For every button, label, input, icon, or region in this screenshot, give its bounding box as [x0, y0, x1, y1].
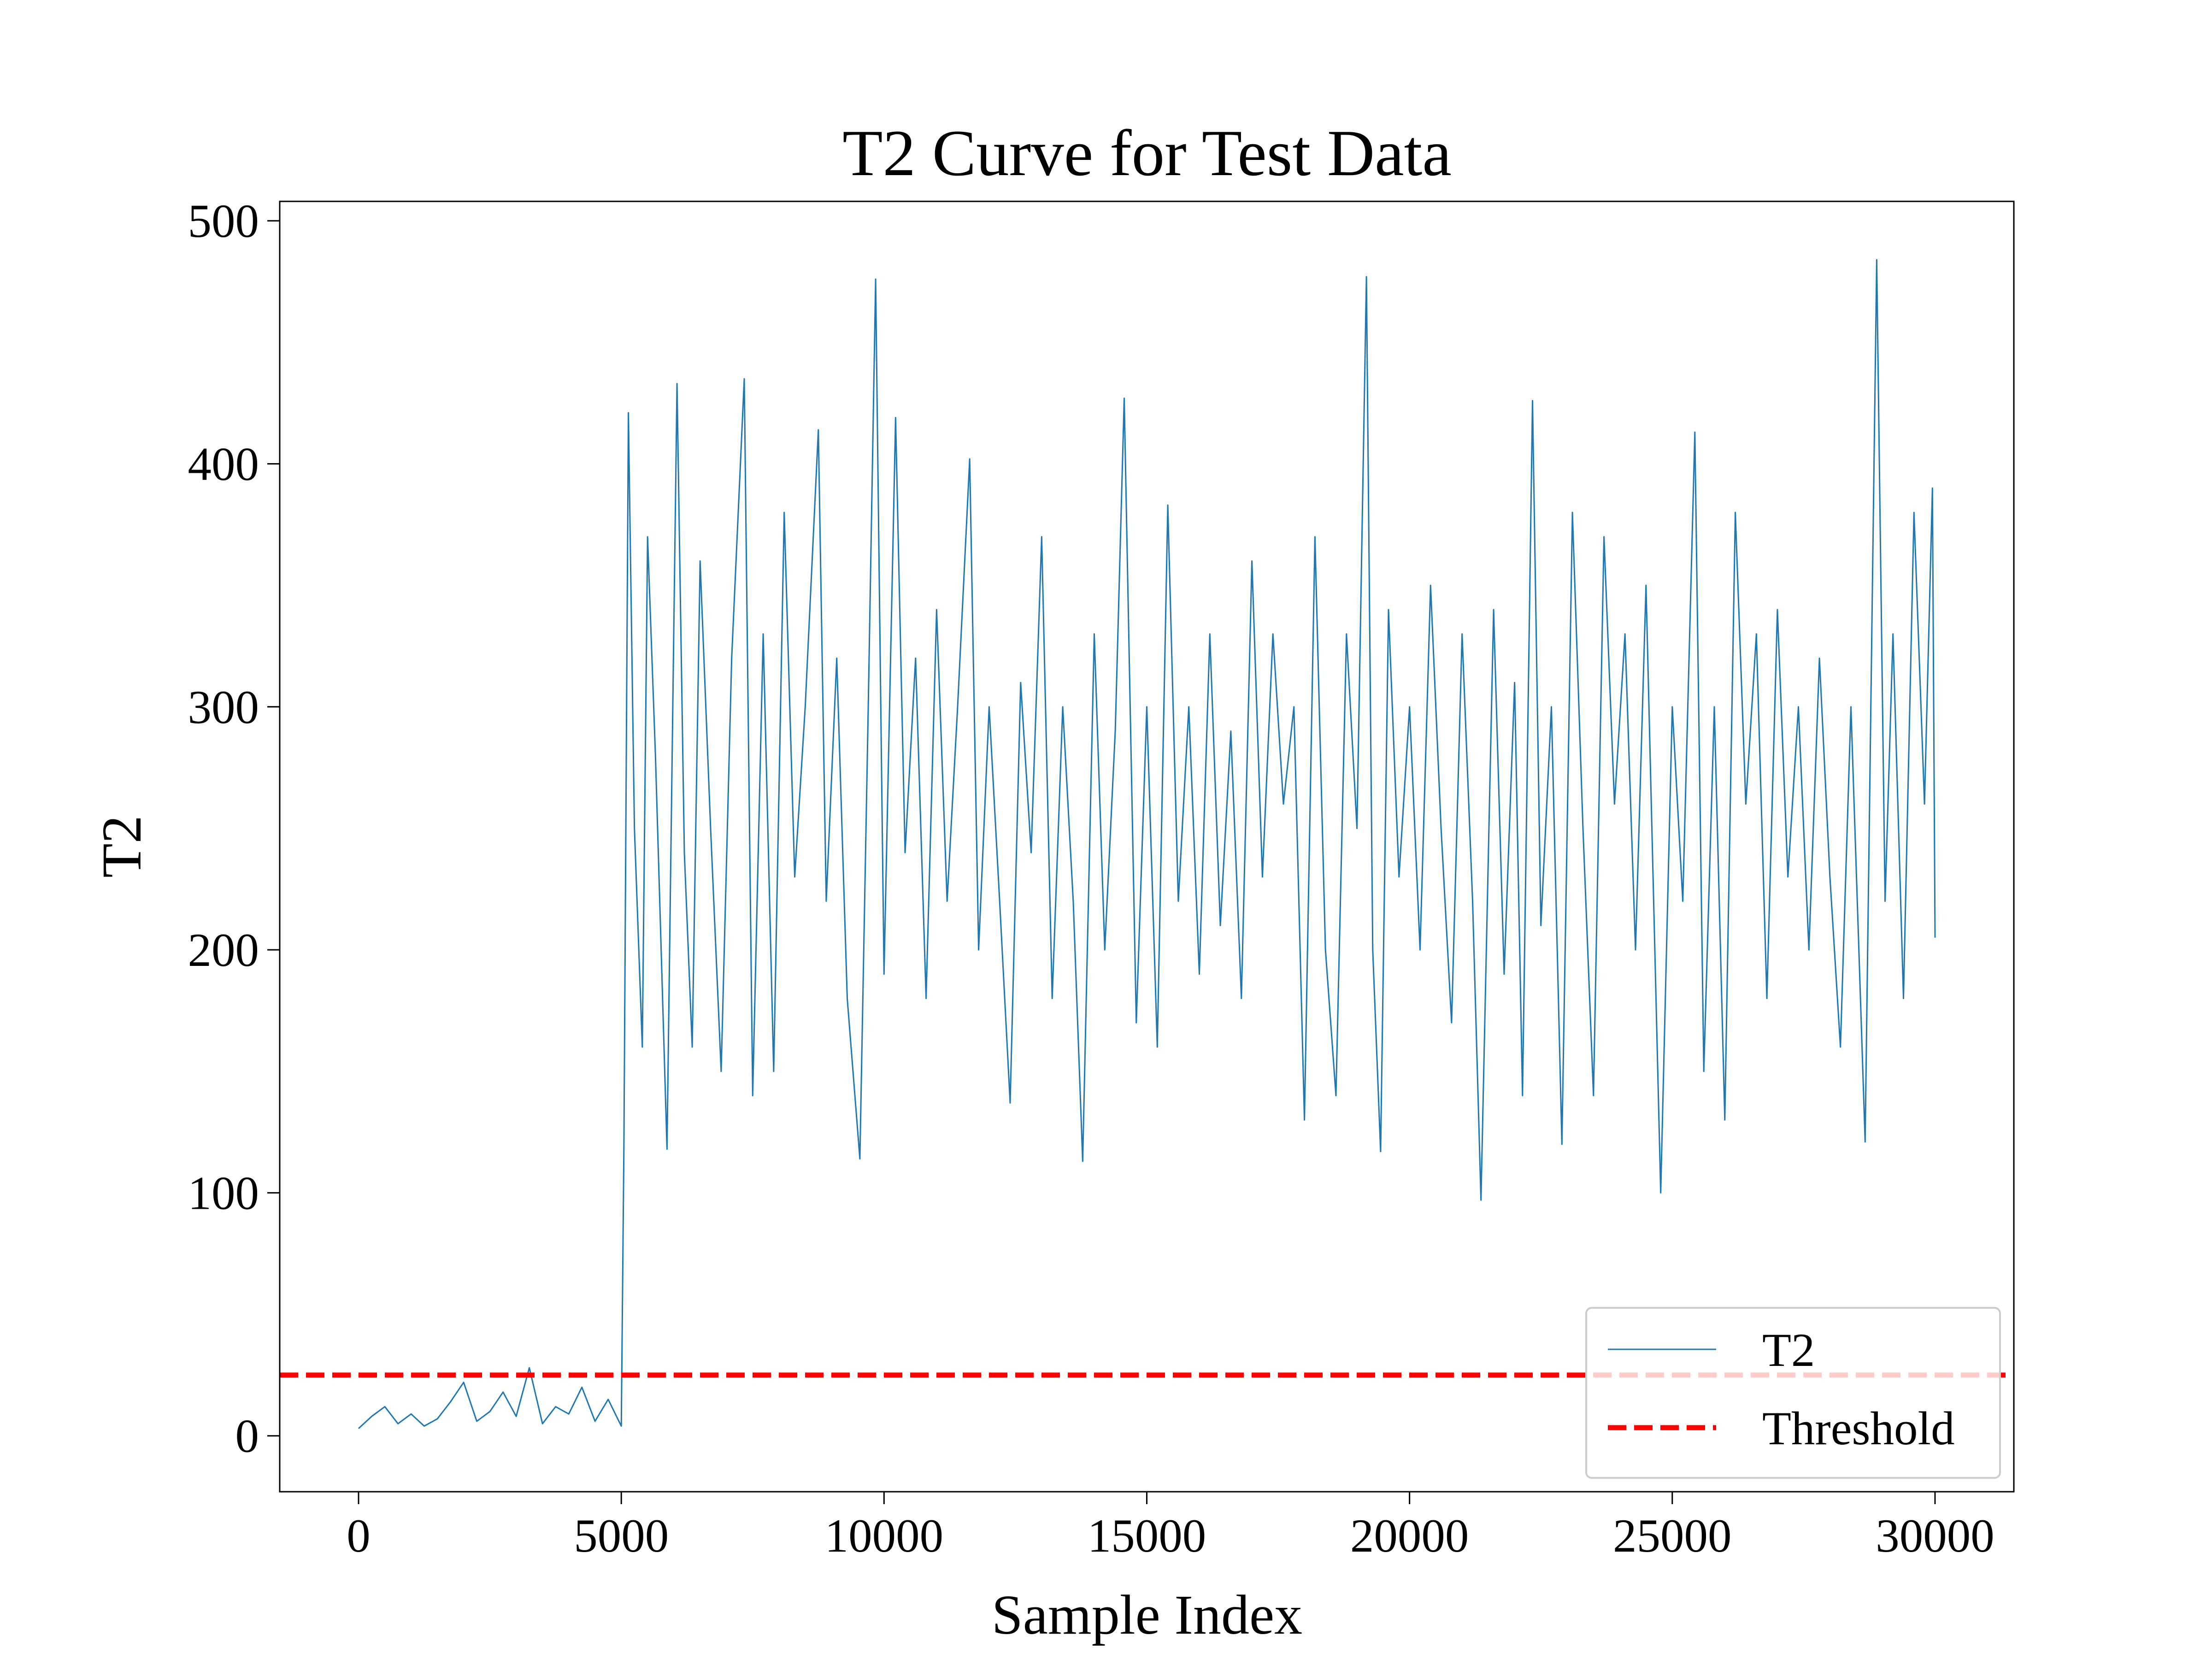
x-tick-label: 30000 — [1876, 1510, 1994, 1562]
x-tick-label: 0 — [347, 1510, 371, 1562]
y-tick-label: 500 — [188, 195, 259, 247]
y-tick-label: 100 — [188, 1167, 259, 1219]
x-tick-label: 20000 — [1350, 1510, 1469, 1562]
legend-label: T2 — [1762, 1324, 1815, 1377]
chart-title: T2 Curve for Test Data — [842, 117, 1452, 189]
y-tick-label: 300 — [188, 681, 259, 734]
x-tick-label: 10000 — [825, 1510, 944, 1562]
y-tick-label: 400 — [188, 438, 259, 490]
data-line — [358, 259, 1936, 1430]
y-tick-label: 0 — [235, 1410, 259, 1463]
x-tick-label: 15000 — [1088, 1510, 1206, 1562]
axes-frame — [279, 200, 2015, 1493]
legend-box — [1585, 1307, 2001, 1479]
y-axis-label: T2 — [91, 815, 153, 878]
legend-label: Threshold — [1762, 1402, 1955, 1455]
x-axis-label: Sample Index — [992, 1584, 1302, 1646]
x-tick-label: 5000 — [574, 1510, 669, 1562]
y-tick-label: 200 — [188, 924, 259, 977]
x-tick-label: 25000 — [1613, 1510, 1732, 1562]
